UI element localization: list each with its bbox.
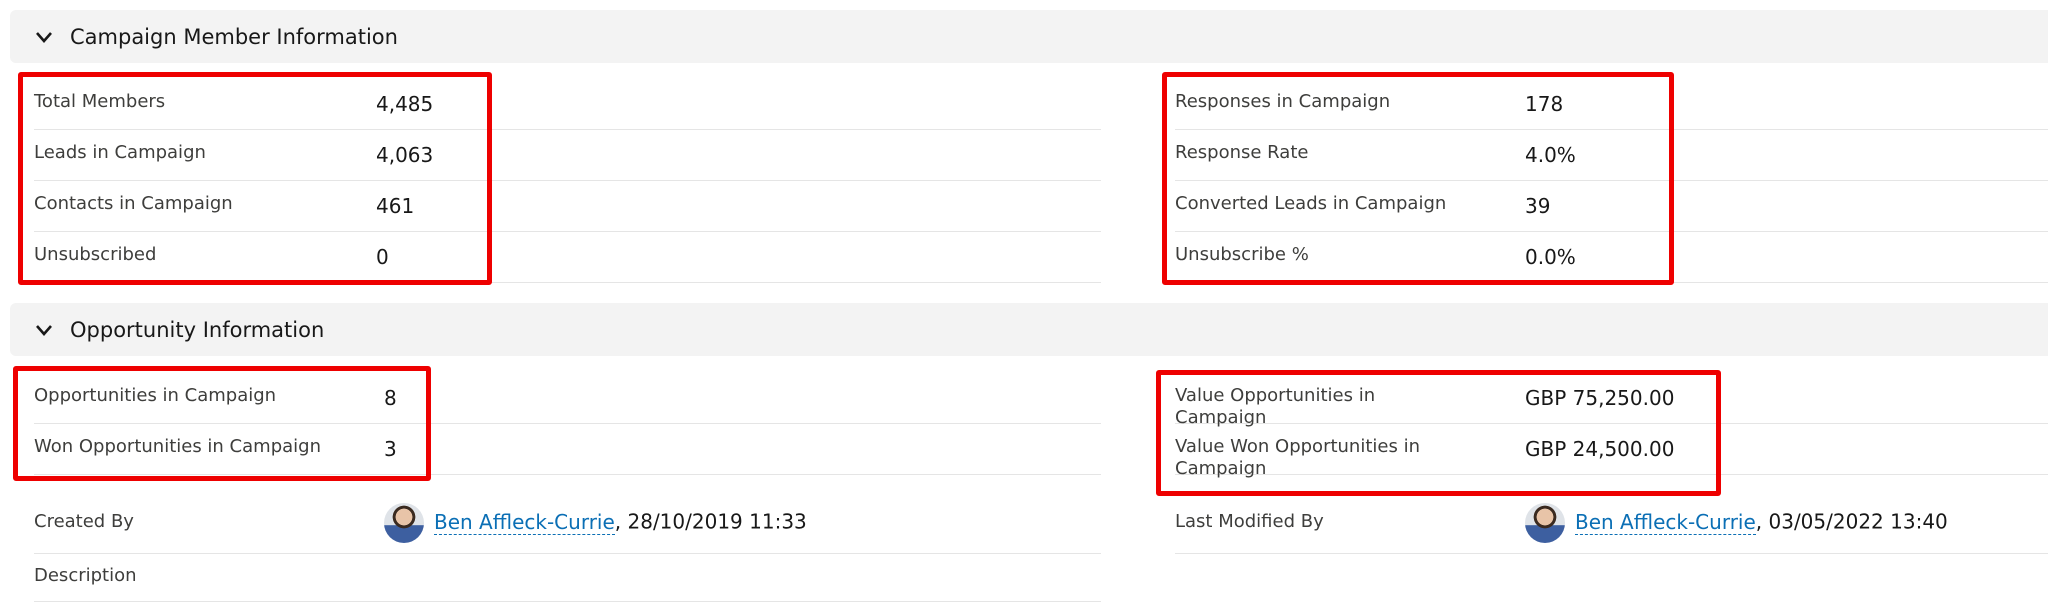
field-label: Unsubscribe % bbox=[1175, 244, 1309, 265]
field-row: Converted Leads in Campaign 39 bbox=[1175, 180, 2048, 232]
section-title: Opportunity Information bbox=[70, 317, 325, 342]
field-label: Contacts in Campaign bbox=[34, 193, 233, 214]
highlight-box bbox=[13, 366, 431, 481]
field-value: 178 bbox=[1525, 92, 1564, 116]
field-value: 461 bbox=[376, 194, 415, 218]
field-row: Response Rate 4.0% bbox=[1175, 129, 2048, 181]
user-link[interactable]: Ben Affleck-Currie bbox=[434, 509, 615, 535]
chevron-down-icon bbox=[36, 324, 52, 336]
field-label: Total Members bbox=[34, 91, 166, 112]
avatar bbox=[1525, 503, 1565, 543]
section-header-campaign-member[interactable]: Campaign Member Information bbox=[10, 10, 2048, 63]
field-row: Value Opportunities in Campaign GBP 75,25… bbox=[1175, 372, 2048, 428]
avatar bbox=[384, 503, 424, 543]
field-row: Unsubscribed 0 bbox=[34, 231, 1101, 283]
field-created-by: Created By Ben Affleck-Currie, 28/10/201… bbox=[34, 495, 1101, 554]
field-value: 4,063 bbox=[376, 143, 434, 167]
field-value: 4,485 bbox=[376, 92, 434, 116]
field-value: 0 bbox=[376, 245, 389, 269]
field-description: Description bbox=[34, 553, 1101, 602]
field-label: Responses in Campaign bbox=[1175, 91, 1391, 112]
field-label: Value Opportunities in Campaign bbox=[1175, 385, 1376, 428]
field-label: Created By bbox=[34, 511, 134, 532]
created-date: , 28/10/2019 11:33 bbox=[614, 509, 807, 534]
chevron-down-icon bbox=[36, 31, 52, 43]
field-label: Unsubscribed bbox=[34, 244, 157, 265]
field-label: Last Modified By bbox=[1175, 511, 1324, 532]
highlight-box bbox=[1156, 370, 1721, 496]
field-row: Contacts in Campaign 461 bbox=[34, 180, 1101, 232]
field-label: Value Won Opportunities in Campaign bbox=[1175, 436, 1420, 479]
field-label: Won Opportunities in Campaign bbox=[34, 436, 321, 457]
field-label: Converted Leads in Campaign bbox=[1175, 193, 1447, 214]
field-last-modified-by: Last Modified By Ben Affleck-Currie, 03/… bbox=[1175, 495, 2048, 554]
section-header-opportunity[interactable]: Opportunity Information bbox=[10, 303, 2048, 356]
field-row: Leads in Campaign 4,063 bbox=[34, 129, 1101, 181]
field-value: 8 bbox=[384, 386, 397, 410]
field-label: Opportunities in Campaign bbox=[34, 385, 277, 406]
field-row: Responses in Campaign 178 bbox=[1175, 78, 2048, 130]
field-value: 39 bbox=[1525, 194, 1551, 218]
field-value: 3 bbox=[384, 437, 397, 461]
field-label: Response Rate bbox=[1175, 142, 1309, 163]
modified-date: , 03/05/2022 13:40 bbox=[1755, 509, 1948, 534]
field-row: Opportunities in Campaign 8 bbox=[34, 372, 1101, 424]
field-value: GBP 24,500.00 bbox=[1525, 437, 1675, 461]
section-title: Campaign Member Information bbox=[70, 24, 398, 49]
highlight-box bbox=[18, 72, 492, 285]
highlight-box bbox=[1162, 72, 1674, 285]
field-label: Leads in Campaign bbox=[34, 142, 206, 163]
user-link[interactable]: Ben Affleck-Currie bbox=[1575, 509, 1756, 535]
field-value: GBP 75,250.00 bbox=[1525, 386, 1675, 410]
field-row: Value Won Opportunities in Campaign GBP 2… bbox=[1175, 423, 2048, 479]
field-row: Won Opportunities in Campaign 3 bbox=[34, 423, 1101, 475]
field-label: Description bbox=[34, 565, 137, 586]
field-value: 4.0% bbox=[1525, 143, 1576, 167]
field-row: Total Members 4,485 bbox=[34, 78, 1101, 130]
field-value: 0.0% bbox=[1525, 245, 1576, 269]
